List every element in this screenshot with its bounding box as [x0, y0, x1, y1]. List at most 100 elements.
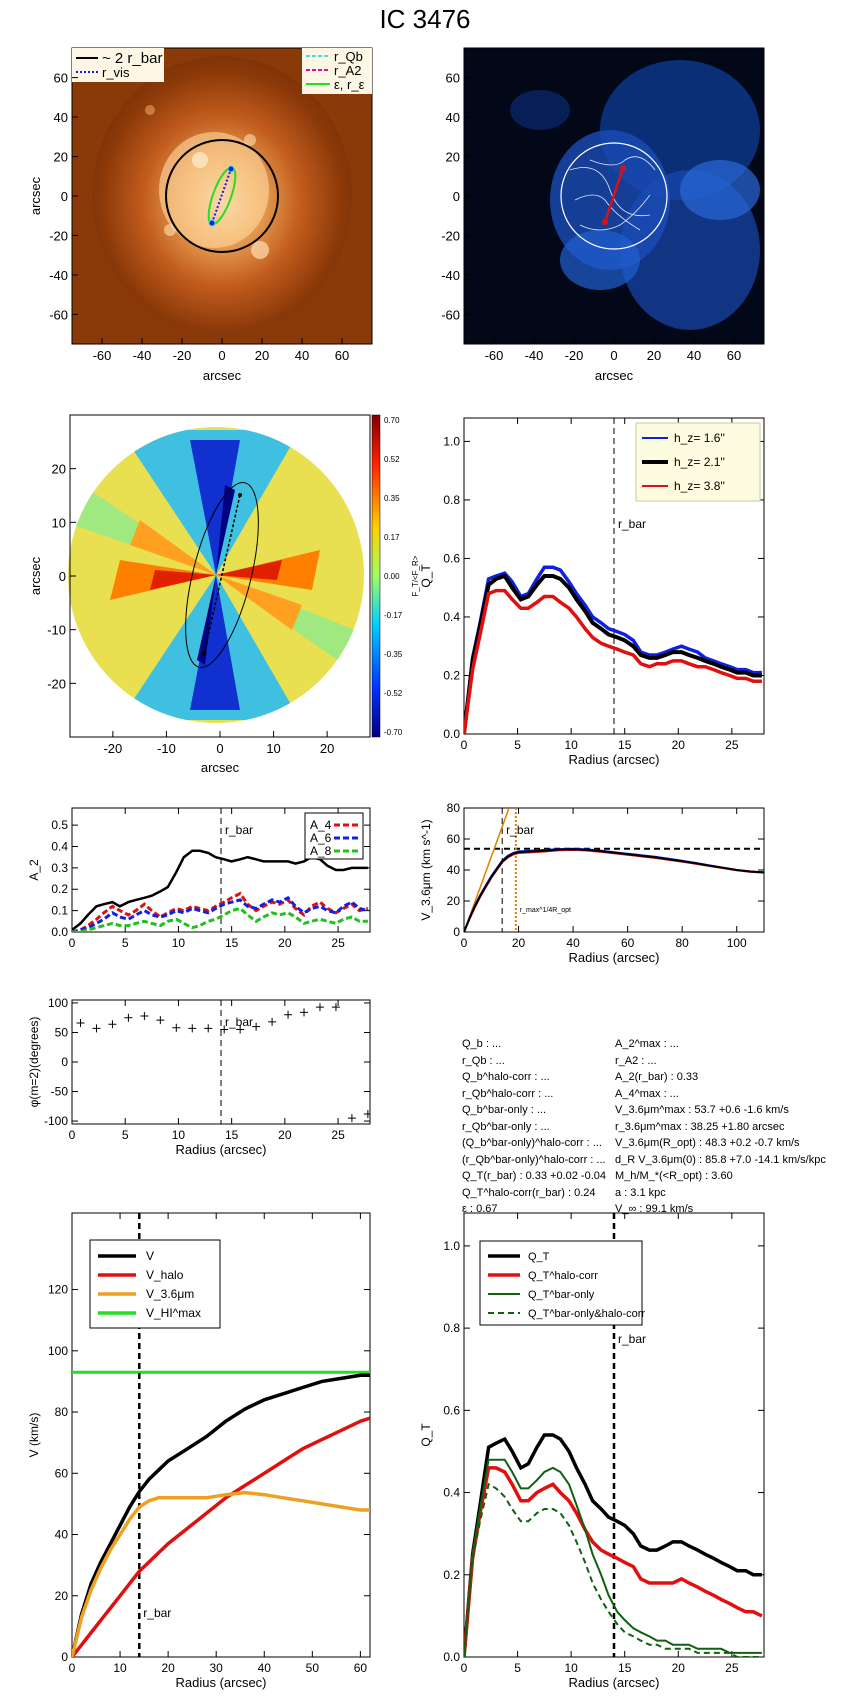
- legend-label: A_6: [310, 831, 332, 845]
- y-tick-label: 0.4: [51, 839, 68, 853]
- phase-point: [156, 1016, 165, 1025]
- y-tick-label: 20: [446, 150, 460, 165]
- legend-left: [72, 48, 164, 82]
- x-tick-label: 15: [225, 936, 239, 950]
- legend-label: V_HI^max: [146, 1306, 201, 1320]
- hi-emission: [510, 60, 760, 330]
- x-tick-label: 10: [172, 936, 186, 950]
- y-tick-label: 0.3: [51, 861, 68, 875]
- legend-label: Q_T^bar-only&halo-corr: [528, 1308, 645, 1320]
- y-tick-label: -20: [49, 228, 68, 243]
- info-line: A_4^max : ...: [615, 1087, 679, 1100]
- image2-xlabel: arcsec: [595, 368, 634, 383]
- x-tick-label: 25: [331, 1128, 345, 1142]
- info-line: ε : 0.67: [462, 1203, 498, 1215]
- x-tick-label: 0: [461, 936, 468, 950]
- y-tick-label: 60: [55, 1466, 69, 1480]
- y-tick-label: 0.6: [443, 551, 460, 565]
- x-tick-label: 80: [676, 936, 690, 950]
- legend-label: V_3.6μm: [146, 1287, 194, 1301]
- plot-frame: [463, 807, 765, 933]
- phase-point: [124, 1013, 133, 1022]
- chart-qt_hz: 0 5 10 15 20 25 0.0 0.2 0.4 0.6 0.8 1.0 Radius (arcs…: [419, 417, 765, 767]
- x-tick-label: 20: [672, 738, 686, 752]
- legend: h_z= 1.6'' h_z= 2.1'' h_z= 3.8'': [635, 422, 761, 502]
- x-axis-label: Radius (arcsec): [175, 1675, 266, 1690]
- image1-ylabel: arcsec: [28, 176, 43, 215]
- y-tick-label: -60: [441, 307, 460, 322]
- legend-label: h_z= 3.8'': [674, 479, 725, 493]
- phase-point: [172, 1023, 181, 1032]
- x-tick-label: -10: [157, 741, 176, 756]
- y-tick-label: -40: [441, 268, 460, 283]
- ratio-map-xlabel: arcsec: [201, 760, 240, 775]
- y-tick-label: 0: [59, 569, 66, 584]
- y-tick-label: -60: [49, 307, 68, 322]
- y-tick-label: 0: [61, 1055, 68, 1069]
- y-tick-label: 20: [52, 462, 66, 477]
- info-left-column: Q_b : ... r_Qb : ... Q_b^halo-corr : ... r_…: [462, 1036, 606, 1218]
- info-line: a : 3.1 kpc: [615, 1186, 666, 1199]
- chart-v36: 0 20 40 60 80 100 0 20 40 60 80 Radius (arcsec) V_3.…: [419, 801, 765, 965]
- y-tick-label: 0.4: [443, 610, 460, 624]
- x-tick-label: -20: [103, 741, 122, 756]
- x-tick-label: 0: [610, 348, 617, 363]
- x-tick-label: -40: [525, 348, 544, 363]
- legend-label: h_z= 1.6'': [674, 431, 725, 445]
- info-line: r_Qb^halo-corr : ...: [462, 1087, 554, 1100]
- plot-area: [72, 1213, 370, 1657]
- series-line: [464, 1458, 762, 1657]
- chart-qt_corr: 0 5 10 15 20 25 0.0 0.2 0.4 0.6 0.8 1.0 Radius (arcs…: [419, 1212, 765, 1690]
- y-tick-label: 20: [55, 1589, 69, 1603]
- y-tick-label: 40: [447, 863, 461, 877]
- x-tick-label: 40: [687, 348, 701, 363]
- x-axis-label: Radius (arcsec): [568, 950, 659, 965]
- y-tick-label: 0.2: [51, 882, 68, 896]
- x-tick-label: -40: [133, 348, 152, 363]
- y-tick-label: 40: [55, 1528, 69, 1542]
- bar-ellipse: [185, 482, 259, 668]
- y-tick-label: 0: [61, 189, 68, 204]
- y-axis-label: Q_T: [419, 564, 433, 588]
- rbar-label: r_bar: [618, 1332, 646, 1346]
- y-tick-label: 0.2: [443, 1568, 460, 1582]
- x-axis-label: Radius (arcsec): [568, 752, 659, 767]
- info-line: A_2(r_bar) : 0.33: [615, 1071, 699, 1083]
- y-tick-label: -50: [51, 1085, 69, 1099]
- info-line: Q_T^halo-corr(r_bar) : 0.24: [462, 1186, 596, 1199]
- x-tick-label: 10: [564, 738, 578, 752]
- series-line: [464, 848, 764, 932]
- legend-label: Q_T^halo-corr: [528, 1270, 598, 1282]
- legend: V V_halo V_3.6μm V_HI^max: [89, 1239, 221, 1329]
- info-line: Q_T(r_bar) : 0.33 +0.02 -0.04: [462, 1170, 606, 1182]
- colorbar-tick-label: -0.17: [384, 611, 403, 620]
- chart-phase: 0 5 10 15 20 25 -100 -50 0 50 100 Radius (arcsec) φ(…: [27, 996, 371, 1157]
- phase-point: [268, 1017, 277, 1026]
- legend-eps: ε, r_ε: [334, 77, 365, 92]
- legend-label: A_4: [310, 818, 332, 832]
- x-tick-label: 15: [618, 1661, 632, 1675]
- colorbar-tick-label: -0.52: [384, 689, 403, 698]
- rvis-line: [211, 168, 232, 224]
- y-tick-label: 1.0: [443, 1239, 460, 1253]
- x-tick-label: 0: [69, 1661, 76, 1675]
- chart-vrot: 0 10 20 30 40 50 60 0 20 40 60 80 100 120 Radius (arcs…: [27, 1212, 371, 1690]
- y-tick-label: 0.8: [443, 493, 460, 507]
- info-line: r_Qb : ...: [462, 1054, 505, 1067]
- rbar-label: r_bar: [506, 823, 534, 837]
- rbar-label: r_bar: [225, 1015, 253, 1029]
- info-line: V_∞ : 99.1 km/s: [615, 1203, 694, 1215]
- phase-point: [363, 1109, 370, 1118]
- legend-ra2: r_A2: [334, 63, 361, 78]
- series-line: [464, 1433, 762, 1657]
- info-line: d_R V_3.6μm(0) : 85.8 +7.0 -14.1 km/s/kp…: [615, 1153, 826, 1166]
- y-tick-label: -10: [47, 623, 66, 638]
- legend: Q_T Q_T^halo-corr Q_T^bar-only Q_T^bar-only…: [479, 1240, 645, 1326]
- legend-label: V: [146, 1249, 154, 1263]
- legend: A_4A_6A_8: [304, 812, 364, 860]
- colorbar-tick-label: -0.35: [384, 650, 403, 659]
- ratio-map-image: [68, 427, 364, 723]
- legend-label: A_8: [310, 844, 332, 858]
- series-line: [72, 1490, 370, 1657]
- legend-rvis: r_vis: [102, 65, 130, 80]
